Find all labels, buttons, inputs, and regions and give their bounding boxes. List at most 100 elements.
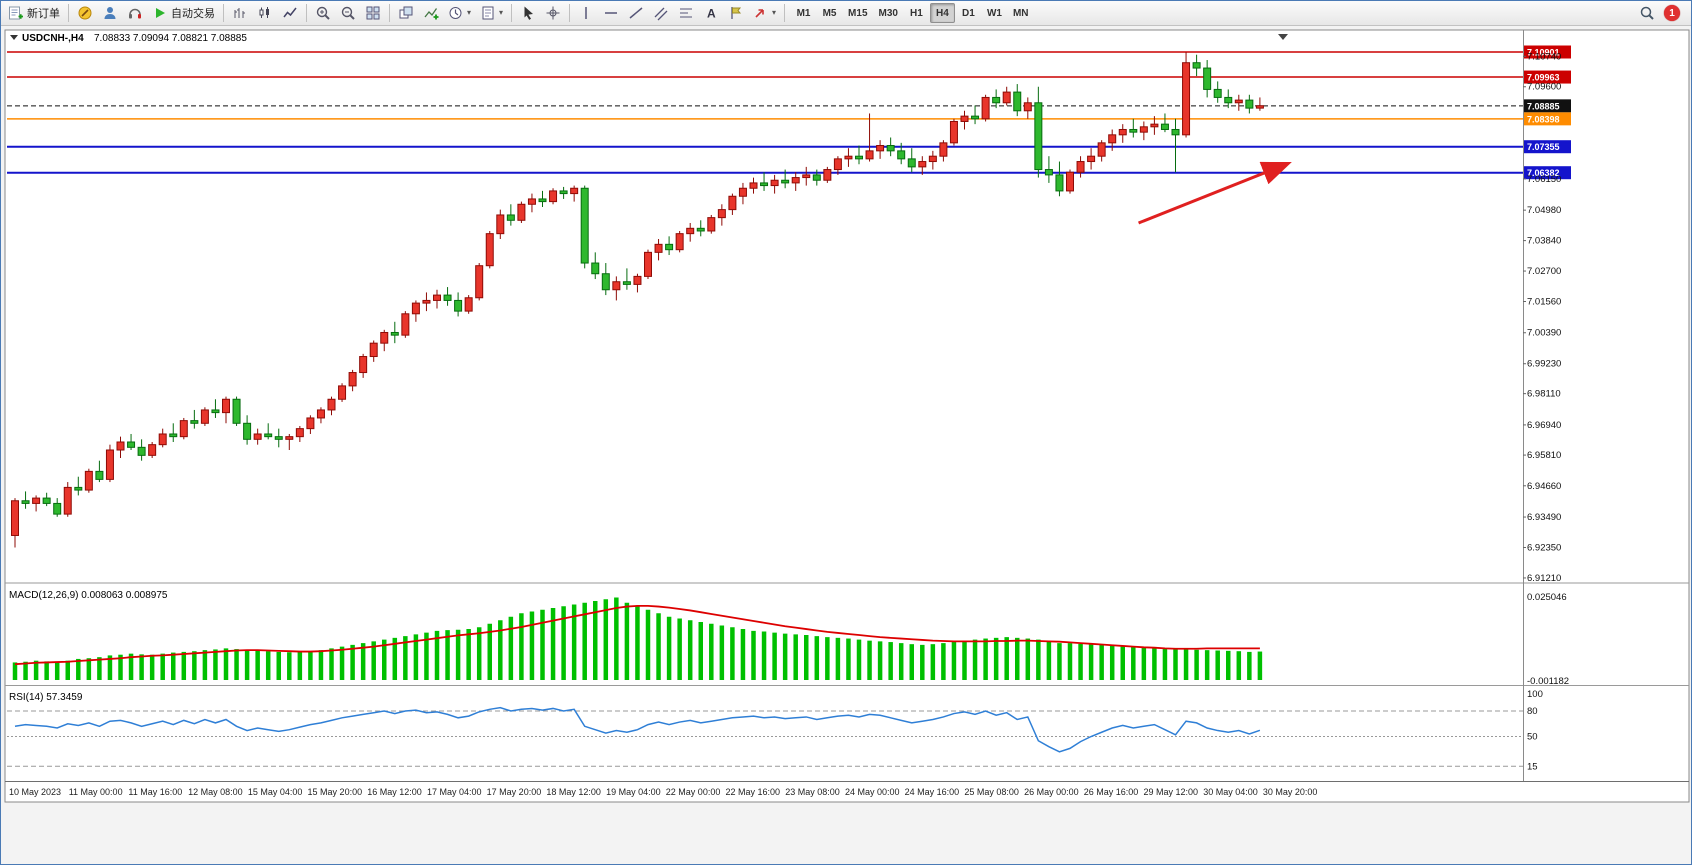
timeframe-button-mn[interactable]: MN [1008, 3, 1034, 23]
svg-text:6.91210: 6.91210 [1527, 573, 1561, 584]
search-icon [1640, 6, 1654, 20]
zoom-out-button[interactable] [336, 3, 360, 24]
autotrading-button[interactable]: 自动交易 [148, 3, 219, 24]
fibonacci-icon [680, 8, 693, 18]
indicators-button[interactable] [419, 3, 443, 24]
price-lines-layer[interactable]: 7.10901 7.09963 7.08885 7.08398 7.07355 7.063… [7, 45, 1571, 180]
notification-badge[interactable]: 1 [1664, 5, 1680, 21]
svg-text:7.08885: 7.08885 [1527, 101, 1560, 111]
svg-text:7.04980: 7.04980 [1527, 205, 1561, 216]
svg-text:29 May 12:00: 29 May 12:00 [1143, 787, 1198, 797]
new-order-button[interactable]: 新订单 [4, 3, 64, 24]
svg-text:25 May 08:00: 25 May 08:00 [964, 787, 1019, 797]
svg-text:30 May 04:00: 30 May 04:00 [1203, 787, 1258, 797]
svg-text:11 May 00:00: 11 May 00:00 [69, 787, 123, 797]
line-chart-button[interactable] [278, 3, 302, 24]
new-order-label: 新订单 [27, 8, 60, 20]
toolbar-separator [784, 4, 786, 22]
svg-text:6.99230: 6.99230 [1527, 359, 1561, 370]
chart-menu-icon[interactable] [10, 35, 18, 40]
vertical-line-button[interactable] [574, 3, 598, 24]
candlestick-chart-icon [259, 7, 269, 18]
svg-text:23 May 08:00: 23 May 08:00 [785, 787, 840, 797]
rsi-layer: 100 80 50 15 [7, 689, 1543, 772]
sounds-button[interactable] [123, 3, 147, 24]
timeframe-button-w1[interactable]: W1 [982, 3, 1007, 23]
arrow-object-icon [755, 9, 764, 18]
macd-signal-line [14, 604, 1260, 666]
trendline-icon [629, 7, 643, 19]
dropdown-caret-icon: ▾ [772, 8, 777, 17]
svg-text:7.10740: 7.10740 [1527, 51, 1561, 62]
svg-text:100: 100 [1527, 689, 1543, 700]
template-icon [482, 6, 494, 20]
cascade-windows-icon [399, 6, 413, 19]
cursor-button[interactable] [516, 3, 540, 24]
arrows-tool-button[interactable]: ▾ [749, 3, 780, 24]
svg-text:80: 80 [1527, 706, 1538, 717]
toolbar-separator [511, 4, 513, 22]
vertical-line-icon [585, 7, 587, 19]
svg-text:7.06150: 7.06150 [1527, 174, 1561, 185]
svg-text:15: 15 [1527, 761, 1538, 772]
compass-icon [78, 6, 92, 20]
label-tool-button[interactable] [724, 3, 748, 24]
metaeditor-button[interactable] [73, 3, 97, 24]
candlestick-chart-button[interactable] [253, 3, 277, 24]
annotations-layer[interactable] [1138, 161, 1292, 225]
periods-button[interactable]: ▾ [444, 3, 475, 24]
svg-text:7.02700: 7.02700 [1527, 266, 1561, 277]
timeframe-button-m30[interactable]: M30 [874, 3, 903, 23]
crosshair-button[interactable] [541, 3, 565, 24]
tile-windows-button[interactable] [361, 3, 385, 24]
person-icon [104, 7, 116, 19]
timeframe-button-m15[interactable]: M15 [843, 3, 872, 23]
bar-chart-button[interactable] [228, 3, 252, 24]
tile-windows-icon [366, 6, 380, 20]
timeframe-button-h1[interactable]: H1 [904, 3, 929, 23]
templates-button[interactable]: ▾ [476, 3, 507, 24]
cascade-windows-button[interactable] [394, 3, 418, 24]
text-tool-button[interactable]: A [699, 3, 723, 24]
timeframe-button-d1[interactable]: D1 [956, 3, 981, 23]
price-badge [1524, 70, 1571, 84]
text-icon: A [707, 7, 716, 21]
svg-text:7.07355: 7.07355 [1527, 142, 1560, 152]
community-button[interactable] [98, 3, 122, 24]
trend-arrow-annotation[interactable] [1138, 161, 1292, 225]
svg-text:7.10901: 7.10901 [1527, 48, 1560, 58]
timeframe-button-m5[interactable]: M5 [817, 3, 842, 23]
horizontal-line-button[interactable] [599, 3, 623, 24]
svg-text:22 May 16:00: 22 May 16:00 [726, 787, 781, 797]
price-badge [1524, 112, 1571, 126]
svg-text:26 May 00:00: 26 May 00:00 [1024, 787, 1079, 797]
svg-text:24 May 16:00: 24 May 16:00 [905, 787, 960, 797]
toolbar-separator [223, 4, 224, 22]
trendline-button[interactable] [624, 3, 648, 24]
svg-text:-0.001182: -0.001182 [1527, 676, 1569, 687]
zoom-in-button[interactable] [311, 3, 335, 24]
timeframe-button-h4[interactable]: H4 [929, 3, 955, 23]
price-badge [1524, 99, 1571, 113]
svg-text:16 May 12:00: 16 May 12:00 [367, 787, 422, 797]
svg-text:A: A [707, 7, 716, 21]
price-badge [1524, 45, 1571, 59]
rsi-label: RSI(14) 57.3459 [9, 692, 83, 703]
zoom-in-icon [316, 6, 330, 20]
channel-button[interactable] [649, 3, 673, 24]
fibonacci-button[interactable] [674, 3, 698, 24]
horizontal-line-icon [605, 12, 618, 14]
svg-text:7.00390: 7.00390 [1527, 328, 1561, 339]
search-button[interactable] [1635, 3, 1659, 24]
clock-icon [449, 7, 462, 19]
date-axis-labels: 10 May 2023 11 May 00:00 11 May 16:00 12 Ma… [9, 787, 1317, 797]
chart-canvas[interactable]: USDCNH-,H4 7.08833 7.09094 7.08821 7.088… [1, 26, 1692, 865]
timeframe-button-m1[interactable]: M1 [791, 3, 816, 23]
svg-text:7.03840: 7.03840 [1527, 236, 1561, 247]
bar-chart-icon [234, 8, 245, 18]
svg-text:15 May 20:00: 15 May 20:00 [308, 787, 363, 797]
chart-shift-marker[interactable] [1278, 34, 1288, 40]
svg-text:26 May 16:00: 26 May 16:00 [1084, 787, 1139, 797]
svg-text:22 May 00:00: 22 May 00:00 [666, 787, 721, 797]
